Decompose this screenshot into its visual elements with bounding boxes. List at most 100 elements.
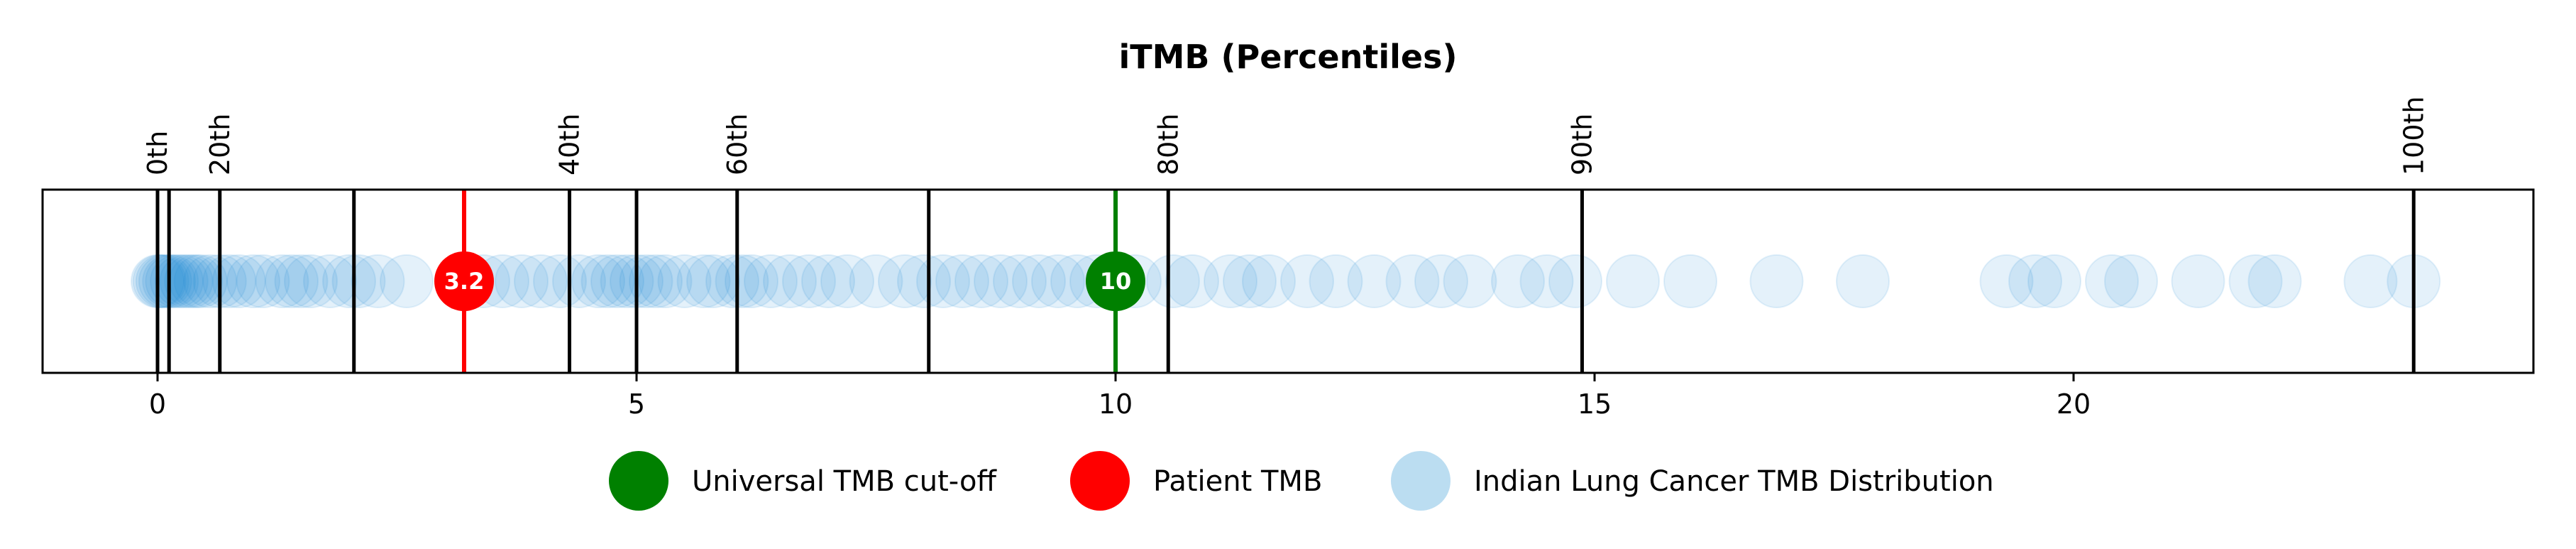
distribution-point [1223, 254, 1277, 308]
distribution-point [159, 254, 214, 308]
percentile-label: 40th [554, 114, 585, 175]
legend-marker [1070, 451, 1130, 511]
distribution-point [331, 254, 386, 308]
distribution-point [226, 254, 280, 308]
distribution-point [744, 254, 798, 308]
distribution-point [993, 254, 1047, 308]
distribution-point [954, 254, 1008, 308]
patient-marker-label: 3.2 [444, 268, 485, 295]
distribution-point [173, 254, 228, 308]
distribution-point [600, 254, 654, 308]
distribution-point [705, 254, 759, 308]
legend-label: Patient TMB [1153, 465, 1322, 498]
distribution-point [1242, 254, 1296, 308]
distribution-point [351, 254, 405, 308]
distribution-point [1414, 254, 1468, 308]
distribution-point [590, 254, 644, 308]
legend: Universal TMB cut-off Patient TMB Indian L… [609, 451, 1994, 511]
distribution-point [1146, 254, 1200, 308]
distribution-point [265, 254, 319, 308]
x-tick-label: 10 [1099, 388, 1133, 420]
distribution-point [619, 254, 673, 308]
distribution-point [1031, 254, 1085, 308]
distribution-point [1548, 254, 1602, 308]
distribution-point [974, 254, 1028, 308]
distribution-point [686, 254, 740, 308]
percentile-lines: 0th 20th 40th 60th 80th 90th 100th [142, 96, 2429, 373]
distribution-point [211, 254, 266, 308]
x-tick-label: 0 [149, 388, 166, 420]
distribution-point [897, 254, 951, 308]
distribution-point [580, 254, 635, 308]
distribution-point [1749, 254, 1804, 308]
percentile-label: 80th [1152, 114, 1184, 175]
distribution-point [1443, 254, 1497, 308]
distribution-point [2027, 254, 2081, 308]
legend-marker [1391, 451, 1451, 511]
distribution-point [164, 254, 219, 308]
distribution-point [1663, 254, 1717, 308]
distribution-point [1836, 254, 1890, 308]
distribution-point [514, 254, 568, 308]
patient-marker [434, 251, 494, 311]
distribution-point [1165, 254, 1219, 308]
x-tick-label: 5 [628, 388, 645, 420]
x-tick-label: 15 [1578, 388, 1612, 420]
plot-frame [41, 188, 2535, 374]
distribution-point [255, 254, 309, 308]
distribution-point [380, 254, 434, 308]
distribution-point [638, 254, 693, 308]
distribution-point [657, 254, 712, 308]
chart-title: iTMB (Percentiles) [1119, 38, 1458, 76]
distribution-point [571, 254, 625, 308]
distribution-point [303, 254, 357, 308]
percentile-label: 0th [142, 131, 173, 175]
distribution-point [2343, 254, 2398, 308]
distribution-point [2247, 254, 2302, 308]
distribution-point [1491, 254, 1545, 308]
distribution-point [629, 254, 683, 308]
legend-label: Universal TMB cut-off [692, 465, 997, 498]
distribution-point [132, 254, 187, 308]
percentile-label: 100th [2398, 96, 2429, 175]
distribution-point [202, 254, 257, 308]
distribution-point [322, 254, 376, 308]
distribution-point [878, 254, 932, 308]
distribution-point [849, 254, 903, 308]
percentile-label: 20th [204, 114, 236, 175]
distribution-point [801, 254, 855, 308]
distribution-point [1204, 254, 1257, 308]
distribution-point [715, 254, 769, 308]
distribution-point [150, 254, 204, 308]
cutoff-marker-label: 10 [1100, 268, 1132, 295]
distribution-point [2104, 254, 2158, 308]
distribution-point [935, 254, 989, 308]
distribution-point [1347, 254, 1402, 308]
distribution-point [1309, 254, 1363, 308]
distribution-point [138, 254, 192, 308]
distribution-point [495, 254, 549, 308]
legend-marker [609, 451, 668, 511]
percentile-label: 90th [1566, 114, 1597, 175]
cutoff-marker [1086, 251, 1145, 311]
distribution-point [1385, 254, 1440, 308]
distribution-point [236, 254, 290, 308]
distribution-point [2085, 254, 2139, 308]
distribution-point [820, 254, 874, 308]
x-tick-label: 20 [2057, 388, 2091, 420]
distribution-point [284, 254, 338, 308]
distribution-point [1606, 254, 1660, 308]
x-axis-ticks: 0 5 10 15 20 [149, 373, 2091, 420]
distribution-point [183, 254, 238, 308]
distribution-point [1280, 254, 1334, 308]
percentile-label: 60th [722, 114, 753, 175]
distribution-point [2171, 254, 2225, 308]
distribution-point [1979, 254, 2034, 308]
distribution-point [763, 254, 817, 308]
distribution-point [135, 254, 189, 308]
distribution-point [676, 254, 731, 308]
distribution-point [2228, 254, 2283, 308]
distribution-point [552, 254, 606, 308]
distribution-point [1519, 254, 1574, 308]
